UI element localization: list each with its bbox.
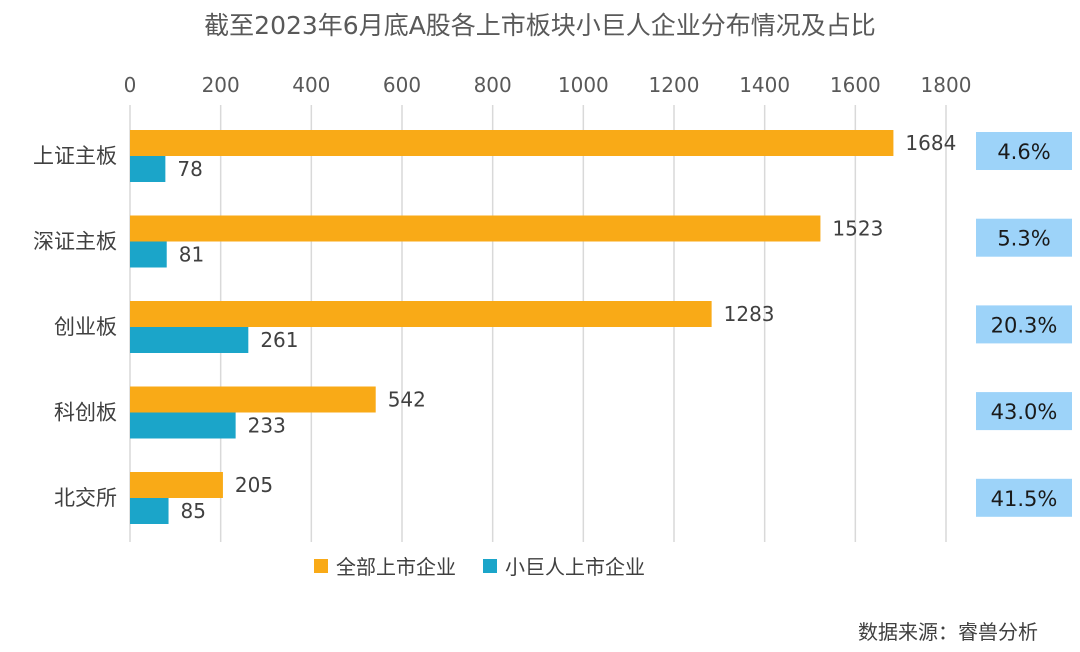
bar-all-listed — [130, 130, 894, 156]
x-tick-label: 1600 — [830, 73, 881, 97]
data-label-all-listed: 1523 — [832, 217, 883, 241]
legend-swatch-little-giant — [483, 559, 497, 573]
bar-little-giant — [130, 241, 167, 268]
data-label-all-listed: 1684 — [905, 131, 956, 155]
ratio-box — [976, 132, 1072, 170]
category-label: 深证主板 — [33, 230, 117, 254]
data-label-all-listed: 542 — [388, 388, 426, 412]
ratio-box — [976, 218, 1072, 257]
x-tick-label: 1800 — [921, 73, 972, 97]
source-note: 数据来源：睿兽分析 — [858, 620, 1038, 644]
ratio-label: 20.3% — [991, 313, 1058, 337]
bar-all-listed — [130, 386, 376, 413]
ratio-label: 43.0% — [991, 400, 1058, 424]
category-label: 科创板 — [54, 401, 117, 425]
data-label-little-giant: 233 — [248, 414, 286, 438]
data-label-little-giant: 261 — [260, 328, 298, 352]
bar-all-listed — [130, 215, 821, 242]
bar-all-listed — [130, 301, 712, 327]
category-label: 创业板 — [54, 315, 117, 339]
bars — [130, 130, 894, 524]
legend-label-all-listed: 全部上市企业 — [336, 555, 456, 579]
ratio-label: 5.3% — [997, 227, 1050, 251]
x-tick-label: 400 — [292, 73, 330, 97]
x-tick-label: 600 — [383, 73, 421, 97]
x-tick-label: 800 — [474, 73, 512, 97]
category-label: 上证主板 — [33, 144, 117, 168]
data-label-little-giant: 85 — [181, 499, 206, 523]
category-label: 北交所 — [54, 486, 117, 510]
bar-little-giant — [130, 156, 166, 182]
bar-little-giant — [130, 327, 249, 353]
ratio-boxes: 4.6% 5.3% 20.3% 43.0% 41.5% — [976, 132, 1072, 517]
x-tick-label: 1000 — [558, 73, 609, 97]
data-label-little-giant: 81 — [179, 243, 204, 267]
data-label-little-giant: 78 — [177, 157, 202, 181]
x-tick-label: 1400 — [739, 73, 790, 97]
x-axis-ticks: 0 200 400 600 800 1000 1200 1400 1600 1800 — [124, 73, 972, 97]
ratio-box — [976, 305, 1072, 344]
x-tick-label: 0 — [124, 73, 137, 97]
bar-little-giant — [130, 498, 169, 524]
ratio-box — [976, 392, 1072, 431]
data-label-all-listed: 205 — [235, 473, 273, 497]
legend: 全部上市企业 小巨人上市企业 — [314, 555, 645, 579]
bar-little-giant — [130, 412, 236, 439]
ratio-box — [976, 478, 1072, 517]
data-label-all-listed: 1283 — [724, 302, 775, 326]
ratio-label: 4.6% — [997, 140, 1050, 164]
data-labels: 1684 78 1523 81 1283 261 542 233 205 85 — [177, 131, 956, 523]
chart-title: 截至2023年6月底A股各上市板块小巨人企业分布情况及占比 — [204, 11, 876, 40]
ratio-label: 41.5% — [991, 487, 1058, 511]
x-tick-label: 1200 — [649, 73, 700, 97]
x-tick-label: 200 — [202, 73, 240, 97]
legend-swatch-all-listed — [314, 559, 328, 573]
bar-all-listed — [130, 472, 223, 498]
legend-label-little-giant: 小巨人上市企业 — [505, 555, 645, 579]
